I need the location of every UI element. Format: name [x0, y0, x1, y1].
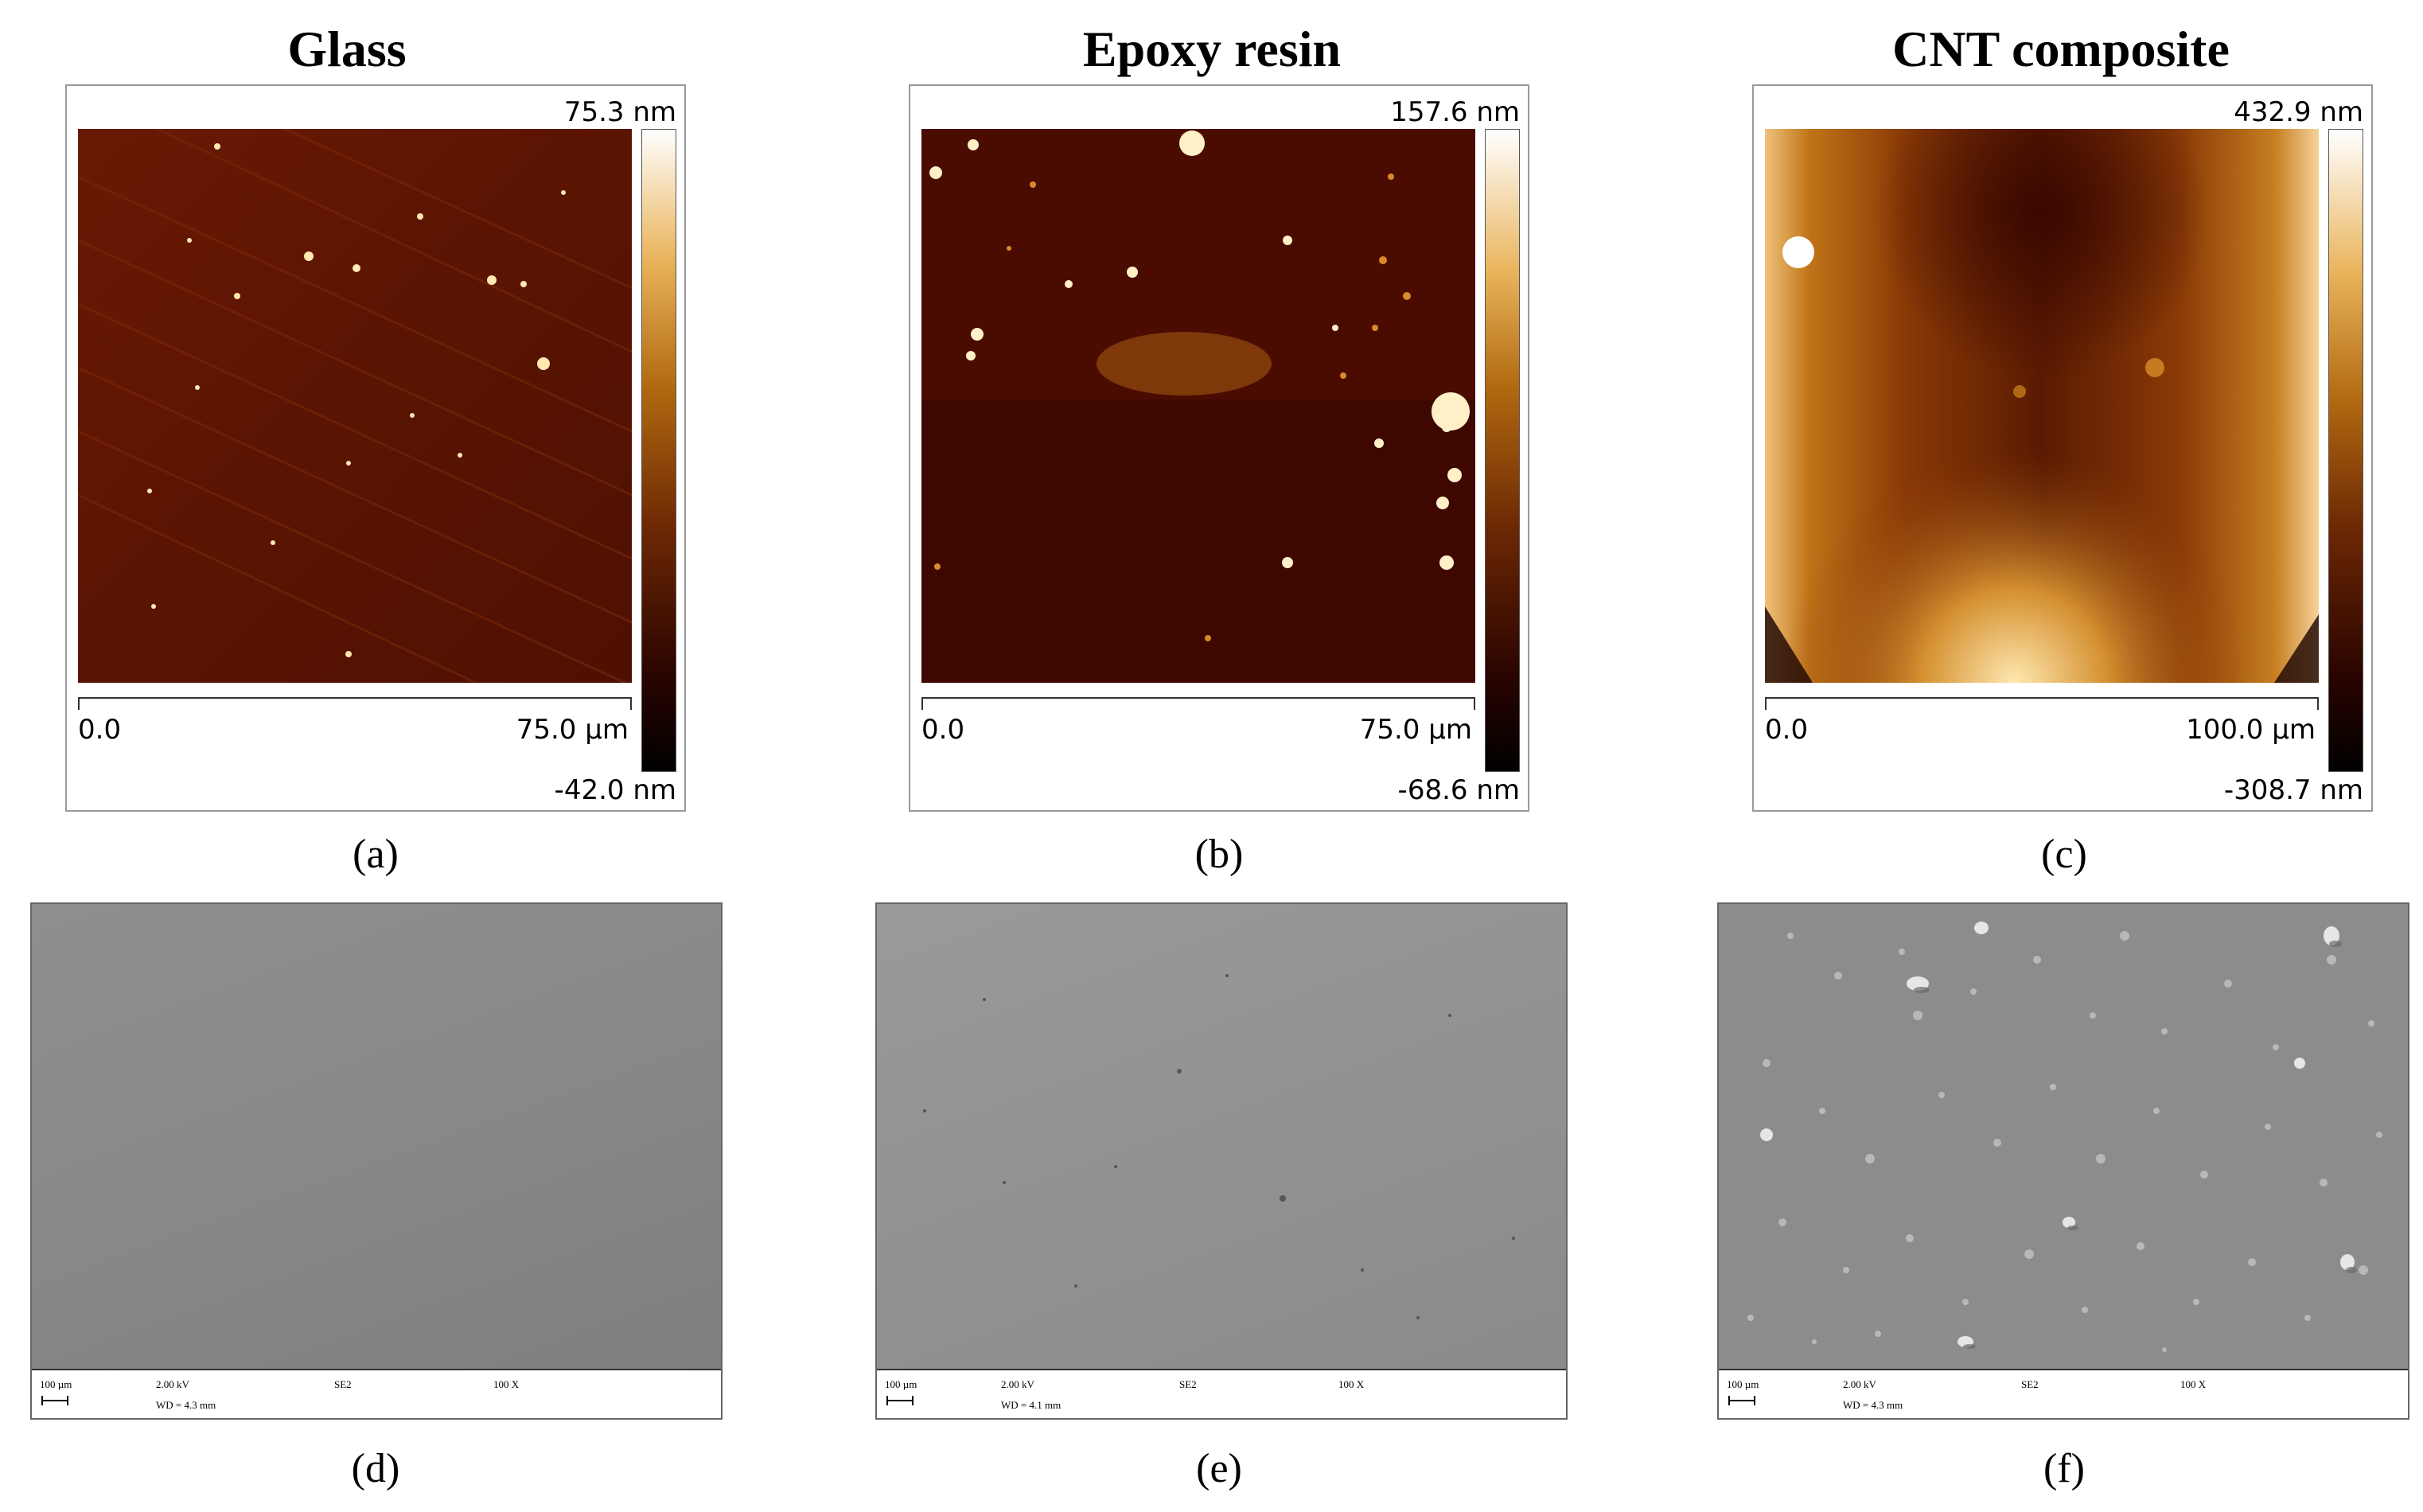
- height-colorbar: [641, 129, 676, 772]
- sem-micrograph-glass: [32, 904, 721, 1369]
- afm-panel-epoxy: 157.6 nm 0.0 75.0 µm -68.6 nm: [909, 84, 1529, 812]
- scale-end-label: 75.0 µm: [516, 714, 629, 746]
- sem-info-bar: 100 µm 2.00 kV SE2 100 X WD = 4.3 mm: [32, 1369, 721, 1418]
- sem-working-distance: WD = 4.3 mm: [156, 1399, 216, 1411]
- sem-detector: SE2: [1179, 1378, 1197, 1390]
- afm-title-glass: Glass: [287, 21, 407, 77]
- sem-scale-label: 100 µm: [1727, 1378, 1759, 1390]
- scale-line: [921, 697, 1475, 710]
- colorbar-min-label: -42.0 nm: [554, 774, 676, 806]
- height-colorbar: [1485, 129, 1520, 772]
- afm-height-map-cnt: [1765, 129, 2319, 683]
- sem-magnification: 100 X: [2180, 1378, 2207, 1390]
- colorbar-max-label: 75.3 nm: [563, 96, 676, 128]
- sem-magnification: 100 X: [493, 1378, 520, 1390]
- scale-start-label: 0.0: [921, 714, 965, 746]
- scale-line: [1765, 697, 2319, 710]
- sem-panel-glass: 100 µm 2.00 kV SE2 100 X WD = 4.3 mm: [30, 902, 723, 1420]
- afm-height-map-glass: [78, 129, 632, 683]
- scale-bar-icon: [886, 1396, 913, 1405]
- panel-label-d: (d): [351, 1446, 400, 1491]
- sem-panel-cnt: 100 µm 2.00 kV SE2 100 X WD = 4.3 mm: [1717, 902, 2409, 1420]
- sem-scale-label: 100 µm: [885, 1378, 917, 1390]
- scale-end-label: 100.0 µm: [2186, 714, 2316, 746]
- scale-end-label: 75.0 µm: [1359, 714, 1472, 746]
- scale-bar-icon: [1728, 1396, 1755, 1405]
- scale-line: [78, 697, 632, 710]
- scale-start-label: 0.0: [1765, 714, 1809, 746]
- afm-panel-cnt: 432.9 nm: [1752, 84, 2373, 812]
- afm-panel-glass: 75.3 nm: [65, 84, 686, 812]
- panel-label-e: (e): [1196, 1446, 1242, 1491]
- sem-scale-label: 100 µm: [40, 1378, 72, 1390]
- sem-magnification: 100 X: [1338, 1378, 1365, 1390]
- height-colorbar: [2328, 129, 2363, 772]
- afm-title-epoxy: Epoxy resin: [1082, 21, 1342, 77]
- sem-detector: SE2: [2021, 1378, 2039, 1390]
- sem-micrograph-cnt: [1719, 904, 2408, 1369]
- scale-bar-icon: [41, 1396, 68, 1405]
- sem-info-bar: 100 µm 2.00 kV SE2 100 X WD = 4.1 mm: [877, 1369, 1566, 1418]
- colorbar-min-label: -68.6 nm: [1397, 774, 1520, 806]
- panel-label-f: (f): [2043, 1446, 2085, 1491]
- colorbar-max-label: 157.6 nm: [1390, 96, 1520, 128]
- colorbar-max-label: 432.9 nm: [2234, 96, 2363, 128]
- afm-height-map-epoxy: [921, 129, 1475, 683]
- sem-micrograph-epoxy: [877, 904, 1566, 1369]
- sem-voltage: 2.00 kV: [1001, 1378, 1034, 1390]
- surface-particles: [929, 131, 1470, 570]
- scale-start-label: 0.0: [78, 714, 122, 746]
- panel-label-c: (c): [2041, 832, 2087, 877]
- colorbar-min-label: -308.7 nm: [2223, 774, 2363, 806]
- sem-voltage: 2.00 kV: [1843, 1378, 1876, 1390]
- sem-working-distance: WD = 4.3 mm: [1843, 1399, 1903, 1411]
- sem-panel-epoxy: 100 µm 2.00 kV SE2 100 X WD = 4.1 mm: [875, 902, 1568, 1420]
- sem-voltage: 2.00 kV: [156, 1378, 189, 1390]
- sem-detector: SE2: [334, 1378, 352, 1390]
- afm-title-cnt: CNT composite: [1892, 21, 2230, 77]
- sem-working-distance: WD = 4.1 mm: [1001, 1399, 1062, 1411]
- surface-particles: [147, 143, 566, 657]
- panel-label-a: (a): [353, 832, 399, 877]
- sem-info-bar: 100 µm 2.00 kV SE2 100 X WD = 4.3 mm: [1719, 1369, 2408, 1418]
- panel-label-b: (b): [1194, 832, 1244, 877]
